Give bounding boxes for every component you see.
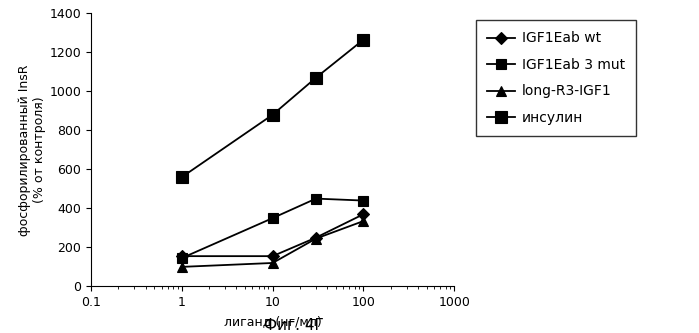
IGF1Eab 3 mut bbox=[268, 216, 277, 220]
X-axis label: лиганд (нг/мл): лиганд (нг/мл) bbox=[224, 315, 322, 328]
IGF1Eab 3 mut bbox=[178, 256, 186, 260]
Line: IGF1Eab 3 mut: IGF1Eab 3 mut bbox=[177, 194, 368, 263]
Legend: IGF1Eab wt, IGF1Eab 3 mut, long-R3-IGF1, инсулин: IGF1Eab wt, IGF1Eab 3 mut, long-R3-IGF1,… bbox=[476, 20, 636, 136]
long-R3-IGF1 bbox=[178, 265, 186, 269]
Line: IGF1Eab wt: IGF1Eab wt bbox=[178, 210, 368, 260]
Line: инсулин: инсулин bbox=[175, 33, 370, 183]
long-R3-IGF1 bbox=[359, 219, 368, 223]
IGF1Eab wt bbox=[268, 254, 277, 258]
IGF1Eab 3 mut bbox=[359, 198, 368, 202]
Text: Фиг. 4Г: Фиг. 4Г bbox=[264, 318, 324, 333]
long-R3-IGF1 bbox=[268, 261, 277, 265]
инсулин bbox=[178, 175, 186, 179]
инсулин bbox=[312, 76, 320, 80]
IGF1Eab 3 mut bbox=[312, 196, 320, 200]
инсулин bbox=[268, 113, 277, 117]
long-R3-IGF1 bbox=[312, 236, 320, 240]
IGF1Eab wt bbox=[312, 236, 320, 240]
IGF1Eab wt bbox=[178, 254, 186, 258]
Y-axis label: фосфорилированный InsR
(% от контроля): фосфорилированный InsR (% от контроля) bbox=[18, 64, 47, 236]
инсулин bbox=[359, 38, 368, 42]
IGF1Eab wt bbox=[359, 212, 368, 216]
Line: long-R3-IGF1: long-R3-IGF1 bbox=[177, 216, 368, 272]
